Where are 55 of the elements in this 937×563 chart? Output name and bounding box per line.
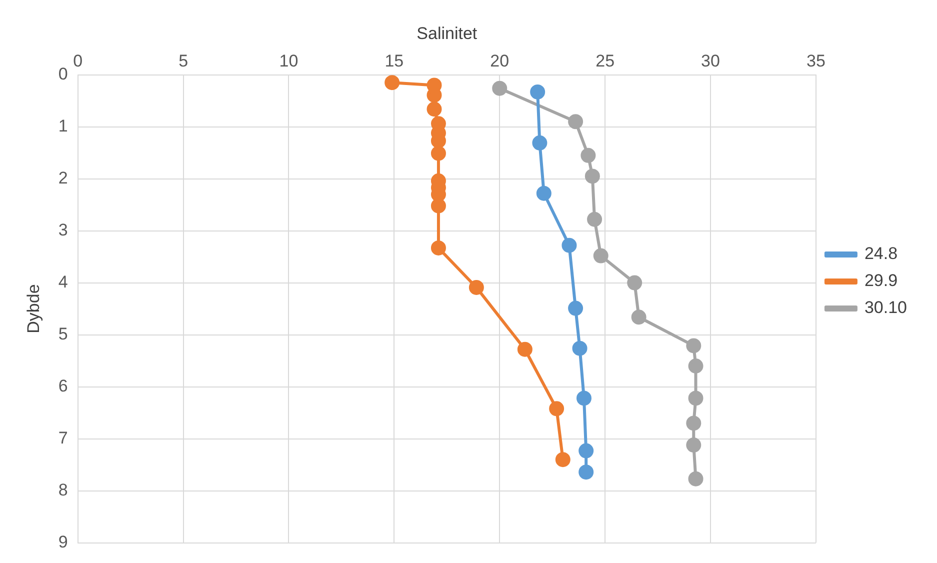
point: [430, 146, 446, 161]
point: [517, 342, 532, 357]
point: [593, 248, 608, 264]
y-tick-label: 9: [58, 532, 68, 552]
x-tick-label: 30: [701, 51, 720, 70]
point: [686, 338, 702, 354]
point: [430, 240, 446, 256]
y-axis-title: Dybde: [24, 284, 43, 334]
point: [572, 340, 588, 356]
legend-label: 29.9: [864, 271, 898, 290]
point: [492, 80, 508, 96]
point: [568, 300, 584, 316]
point: [530, 84, 546, 100]
x-tick-label: 5: [178, 51, 188, 70]
point: [549, 401, 564, 416]
y-tick-label: 8: [58, 480, 68, 500]
point: [562, 238, 577, 253]
y-tick-label: 6: [58, 376, 68, 396]
point: [576, 390, 592, 406]
y-tick-label: 1: [58, 116, 68, 136]
point: [468, 280, 484, 295]
point: [584, 168, 600, 184]
point: [536, 186, 552, 201]
point: [688, 358, 704, 374]
x-tick-label: 20: [490, 51, 510, 70]
x-tick-label: 10: [279, 51, 298, 70]
y-tick-label: 5: [58, 324, 68, 344]
y-tick-label: 7: [58, 428, 68, 448]
point: [578, 464, 594, 480]
point: [686, 438, 702, 453]
point: [580, 148, 596, 163]
y-tick-label: 4: [58, 272, 68, 292]
point: [532, 135, 548, 150]
x-axis-title: Salinitet: [416, 24, 478, 43]
point: [426, 102, 442, 117]
point: [555, 452, 570, 468]
y-tick-label: 2: [58, 168, 68, 188]
legend-label: 24.8: [864, 244, 898, 264]
point: [578, 443, 594, 458]
point: [631, 310, 646, 325]
x-tick-label: 15: [384, 51, 404, 70]
x-tick-label: 25: [596, 51, 615, 70]
point: [688, 471, 704, 486]
legend-label: 30.10: [864, 298, 908, 318]
point: [688, 390, 704, 406]
y-tick-label: 3: [58, 220, 68, 240]
y-tick-label: 0: [58, 64, 68, 84]
x-tick-label: 35: [806, 51, 826, 70]
x-tick-label: 0: [73, 51, 83, 70]
point: [384, 75, 400, 90]
point: [430, 198, 446, 214]
point: [587, 212, 602, 227]
point: [686, 416, 702, 431]
point: [568, 114, 584, 130]
point: [627, 275, 642, 290]
